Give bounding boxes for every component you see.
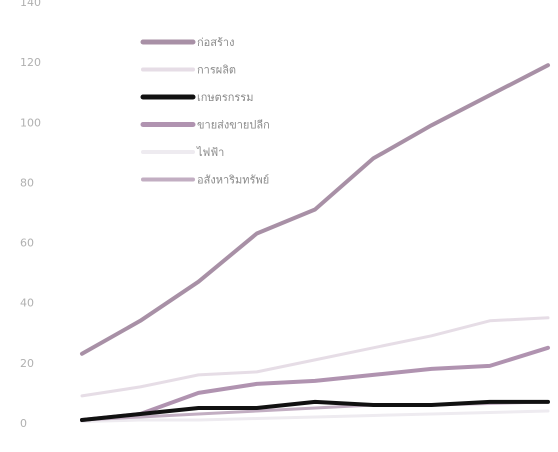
series-line bbox=[80, 399, 550, 422]
series-line bbox=[80, 409, 550, 423]
legend-label: การผลิต bbox=[197, 64, 236, 77]
y-tick-label: 20 bbox=[20, 357, 34, 370]
y-tick-label: 120 bbox=[20, 56, 41, 69]
y-tick-label: 100 bbox=[20, 116, 41, 129]
legend-label: อสังหาริมทรัพย์ bbox=[197, 174, 269, 187]
legend-label: เกษตรกรรม bbox=[197, 91, 253, 104]
y-tick-label: 140 bbox=[20, 0, 41, 9]
legend-label: ขายส่งขายปลีก bbox=[197, 119, 270, 132]
y-tick-label: 60 bbox=[20, 237, 34, 250]
series-line bbox=[80, 345, 550, 422]
y-tick-label: 40 bbox=[20, 297, 34, 310]
legend-label: ก่อสร้าง bbox=[197, 36, 234, 49]
y-tick-label: 0 bbox=[20, 417, 27, 430]
series-line bbox=[80, 63, 550, 356]
legend-label: ไฟฟ้า bbox=[196, 146, 224, 159]
y-tick-label: 80 bbox=[20, 176, 34, 189]
series-line bbox=[80, 316, 550, 398]
